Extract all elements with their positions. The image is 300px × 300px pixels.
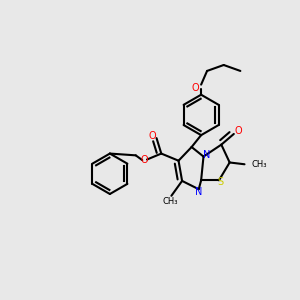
Text: CH₃: CH₃ <box>251 160 267 169</box>
Text: N: N <box>195 187 202 196</box>
Text: O: O <box>192 82 200 93</box>
Text: O: O <box>140 155 148 165</box>
Text: N: N <box>203 150 211 160</box>
Text: CH₃: CH₃ <box>163 197 178 206</box>
Text: O: O <box>148 131 156 141</box>
Text: O: O <box>234 126 242 136</box>
Text: S: S <box>217 177 223 187</box>
